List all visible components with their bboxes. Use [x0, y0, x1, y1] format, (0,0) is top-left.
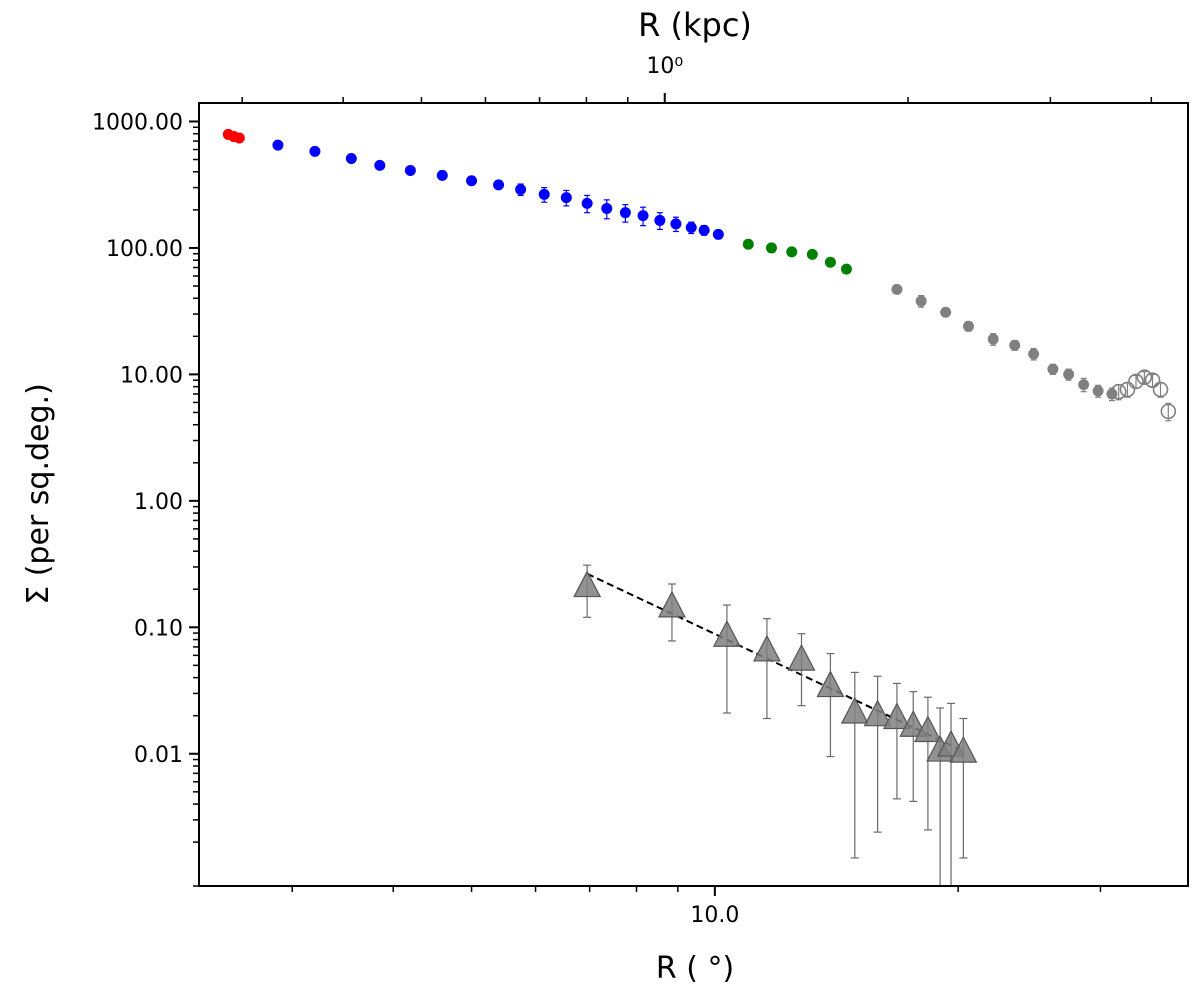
triangle-point [816, 670, 845, 698]
data-point [840, 263, 852, 275]
triangle-point [712, 619, 741, 647]
data-point [685, 222, 697, 234]
y-tick-label: 1.00 [134, 490, 183, 515]
data-point [560, 192, 572, 204]
series-halo [891, 283, 1118, 402]
y-tick-label: 0.10 [134, 616, 183, 641]
triangle-point [882, 702, 911, 730]
data-point [654, 214, 666, 226]
triangle-point [863, 699, 892, 727]
open-point [1136, 369, 1153, 386]
data-point [1009, 339, 1021, 351]
triangle-point [657, 590, 686, 618]
y-tick-label: 100.00 [106, 237, 183, 262]
data-point [601, 203, 613, 215]
data-point [824, 256, 836, 268]
data-point [940, 306, 952, 318]
data-point [619, 207, 631, 219]
data-point [1092, 385, 1104, 397]
data-point [374, 159, 386, 171]
y-tick-label: 0.01 [134, 743, 183, 768]
y-tick-label: 10.00 [120, 363, 183, 388]
triangle-point [752, 634, 781, 662]
triangle-point [949, 735, 978, 763]
data-point [404, 164, 416, 176]
triangle-point [899, 709, 928, 737]
x-axis-title: R ( °) [656, 951, 734, 986]
data-point [272, 139, 284, 151]
open-point [1152, 381, 1169, 398]
y-tick-label: 1000.00 [92, 110, 183, 135]
data-point [1063, 368, 1075, 380]
data-point [742, 238, 754, 250]
plot-frame [198, 102, 1189, 887]
data-point [698, 224, 710, 236]
data-point [309, 145, 321, 157]
data-point [345, 152, 357, 164]
top-axis-title: R (kpc) [638, 6, 752, 44]
data-point [1028, 348, 1040, 360]
data-point [806, 248, 818, 260]
data-point [233, 132, 245, 144]
data-point [1047, 363, 1059, 375]
data-point [765, 242, 777, 254]
open-point [1110, 383, 1127, 400]
data-point [637, 210, 649, 222]
data-point [963, 320, 975, 332]
open-point [1160, 403, 1177, 420]
data-point [493, 179, 505, 191]
data-point [670, 218, 682, 230]
series-halo_open [1110, 369, 1177, 422]
data-point [515, 183, 527, 195]
y-axis-title: Σ (per sq.deg.) [21, 383, 56, 605]
data-point [1078, 379, 1090, 391]
data-point [712, 228, 724, 240]
data-point [466, 175, 478, 187]
data-point [581, 197, 593, 209]
open-point [1119, 381, 1136, 398]
data-point [987, 333, 999, 345]
triangle-point [840, 696, 869, 724]
triangle-point [913, 715, 942, 743]
axis-ticks: 1000.00 100.00 10.00 1.00 0.10 0.01 10.0 [92, 93, 1153, 928]
data-point [786, 246, 798, 258]
data-point [891, 283, 903, 295]
open-point [1128, 373, 1144, 390]
series-triangles [573, 564, 978, 887]
triangle-point [573, 570, 602, 598]
data-point [915, 295, 927, 307]
series-inner [222, 128, 245, 144]
series-outer [742, 238, 852, 275]
series-main [272, 139, 724, 240]
triangle-point [787, 643, 816, 671]
top-axis-tick-label: 10⁰ [646, 54, 683, 79]
open-point [1144, 372, 1161, 388]
data-point [436, 169, 448, 181]
data-point [538, 188, 550, 200]
x-tick-label: 10.0 [690, 903, 739, 928]
